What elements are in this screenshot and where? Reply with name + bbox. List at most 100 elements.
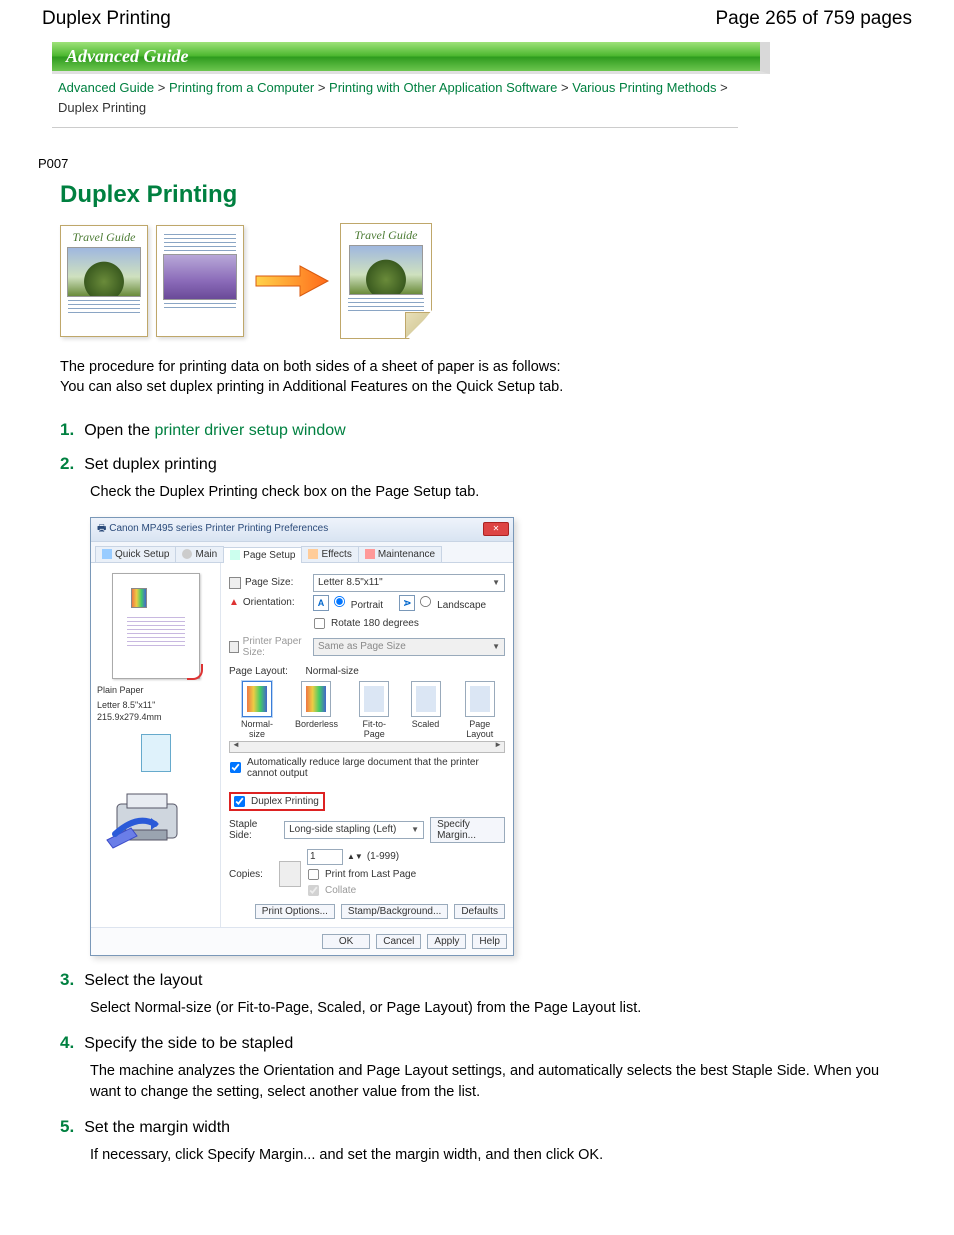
step-3-body: Select Normal-size (or Fit-to-Page, Scal…: [90, 998, 902, 1019]
layout-normal[interactable]: Normal-size: [233, 681, 281, 739]
sample-page-front: Travel Guide: [60, 225, 148, 337]
breadcrumb-sep: >: [561, 80, 569, 95]
layout-scaled[interactable]: Scaled: [411, 681, 441, 739]
page-title: Duplex Printing: [42, 8, 171, 30]
breadcrumb-link-2[interactable]: Printing from a Computer: [169, 80, 314, 95]
intro-text: The procedure for printing data on both …: [60, 357, 902, 398]
breadcrumb-sep: >: [720, 80, 728, 95]
duplex-label: Duplex Printing: [251, 796, 319, 807]
page-indicator: Page 265 of 759 pages: [715, 8, 912, 30]
cancel-button[interactable]: Cancel: [376, 934, 421, 949]
tab-maintenance[interactable]: Maintenance: [358, 546, 442, 562]
landscape-icon: A: [399, 595, 415, 611]
ok-button[interactable]: OK: [322, 934, 370, 949]
auto-reduce-checkbox[interactable]: Automatically reduce large document that…: [229, 757, 505, 779]
from-last-checkbox[interactable]: Print from Last Page: [307, 868, 416, 881]
intro-line-2: You can also set duplex printing in Addi…: [60, 377, 902, 397]
dialog-title: 🖶 Canon MP495 series Printer Printing Pr…: [97, 521, 328, 538]
page-size-value: Letter 8.5"x11": [318, 577, 383, 588]
printer-paper-select: Same as Page Size▼: [313, 638, 505, 656]
staple-side-label: Staple Side:: [229, 819, 278, 841]
tab-quick-setup[interactable]: Quick Setup: [95, 546, 176, 562]
printer-driver-link[interactable]: printer driver setup window: [154, 422, 345, 439]
layout-label: Scaled: [412, 719, 440, 729]
step-number: 4.: [60, 1033, 74, 1053]
chevron-down-icon: ▼: [492, 578, 500, 587]
paper-size-label: Letter 8.5"x11" 215.9x279.4mm: [97, 700, 214, 723]
printer-icon: [97, 784, 193, 854]
page-size-icon: [229, 577, 241, 589]
rotate-checkbox[interactable]: Rotate 180 degrees: [313, 617, 419, 630]
defaults-button[interactable]: Defaults: [454, 904, 505, 919]
tab-label: Page Setup: [243, 550, 295, 561]
collate-label: Collate: [325, 885, 356, 896]
page-layout-label: Page Layout:: [229, 666, 288, 677]
step-2-title: Set duplex printing: [84, 456, 217, 474]
step-number: 2.: [60, 454, 74, 474]
portrait-label: Portrait: [351, 600, 383, 611]
intro-line-1: The procedure for printing data on both …: [60, 357, 902, 377]
dialog-settings-pane: Page Size: Letter 8.5"x11"▼ ▲Orientation…: [221, 563, 513, 927]
duplex-checkbox-highlight: Duplex Printing: [229, 792, 325, 811]
apply-button[interactable]: Apply: [427, 934, 466, 949]
flower-photo-icon: [163, 254, 237, 300]
dialog-tabs: Quick Setup Main Page Setup Effects Main…: [91, 542, 513, 563]
copies-range: (1-999): [367, 851, 399, 862]
tab-effects[interactable]: Effects: [301, 546, 358, 562]
close-icon[interactable]: ✕: [483, 522, 509, 536]
breadcrumb-link-1[interactable]: Advanced Guide: [58, 80, 154, 95]
main-heading: Duplex Printing: [60, 181, 902, 209]
tree-photo-icon: [349, 245, 423, 295]
tab-label: Maintenance: [378, 549, 435, 560]
help-button[interactable]: Help: [472, 934, 507, 949]
specify-margin-button[interactable]: Specify Margin...: [430, 817, 505, 843]
chevron-down-icon: ▼: [411, 825, 419, 834]
step-5-title: Set the margin width: [84, 1119, 230, 1137]
step-number: 3.: [60, 970, 74, 990]
print-options-button[interactable]: Print Options...: [255, 904, 335, 919]
step-number: 5.: [60, 1117, 74, 1137]
step-5-body: If necessary, click Specify Margin... an…: [90, 1145, 902, 1166]
page-size-select[interactable]: Letter 8.5"x11" ▼: [313, 574, 505, 592]
breadcrumb: Advanced Guide > Printing from a Compute…: [52, 74, 738, 128]
portrait-radio[interactable]: Portrait: [333, 595, 383, 611]
layout-label: Page Layout: [466, 719, 493, 739]
printer-paper-icon: [229, 641, 239, 653]
tab-label: Effects: [321, 549, 351, 560]
step-number: 1.: [60, 420, 74, 440]
copies-spinner[interactable]: 1: [307, 849, 343, 865]
layout-pagelayout[interactable]: Page Layout: [455, 681, 506, 739]
step-4-body: The machine analyzes the Orientation and…: [90, 1061, 902, 1103]
landscape-label: Landscape: [437, 600, 486, 611]
sample-title: Travel Guide: [65, 230, 143, 245]
folded-corner-icon: [405, 312, 432, 339]
dialog-title-text: Canon MP495 series Printer Printing Pref…: [109, 523, 328, 534]
step-1-title: Open the printer driver setup window: [84, 422, 345, 440]
page-layout-list: Normal-size Borderless Fit-to-Page Scale…: [229, 681, 505, 739]
page-layout-value: Normal-size: [306, 666, 359, 677]
step-2-body: Check the Duplex Printing check box on t…: [90, 482, 902, 503]
breadcrumb-link-4[interactable]: Various Printing Methods: [572, 80, 716, 95]
layout-label: Fit-to-Page: [363, 719, 387, 739]
duplex-checkbox[interactable]: [234, 796, 245, 807]
layout-label: Borderless: [295, 719, 338, 729]
chevron-down-icon: ▼: [492, 642, 500, 651]
layout-fit[interactable]: Fit-to-Page: [352, 681, 397, 739]
tab-label: Main: [195, 549, 217, 560]
staple-side-value: Long-side stapling (Left): [289, 824, 396, 835]
layout-scrollbar[interactable]: [229, 741, 505, 753]
staple-side-select[interactable]: Long-side stapling (Left) ▼: [284, 821, 424, 839]
sample-page-duplex: Travel Guide: [340, 223, 432, 339]
tab-main[interactable]: Main: [175, 546, 224, 562]
breadcrumb-link-3[interactable]: Printing with Other Application Software: [329, 80, 557, 95]
tab-page-setup[interactable]: Page Setup: [223, 547, 302, 563]
landscape-radio[interactable]: Landscape: [419, 595, 486, 611]
stamp-background-button[interactable]: Stamp/Background...: [341, 904, 448, 919]
copies-label: Copies:: [229, 869, 273, 880]
sample-title: Travel Guide: [345, 228, 427, 243]
layout-label: Normal-size: [241, 719, 273, 739]
paper-type-label: Plain Paper: [97, 685, 214, 697]
rotate-label: Rotate 180 degrees: [331, 618, 419, 629]
portrait-icon: A: [313, 595, 329, 611]
layout-borderless[interactable]: Borderless: [295, 681, 338, 739]
